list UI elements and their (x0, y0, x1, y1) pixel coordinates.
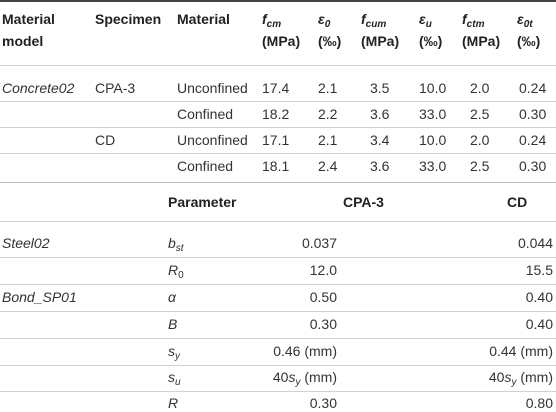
row1-material: Unconfined (177, 80, 248, 96)
header-parameter: Parameter (168, 194, 237, 210)
param-b: B (168, 316, 178, 332)
sy-cpa3: 0.46 (mm) (273, 343, 337, 359)
r-cpa3: 0.30 (309, 395, 337, 411)
row-rule (0, 127, 556, 128)
param-sy: sy (168, 343, 180, 362)
row2-fcum: 3.6 (370, 106, 390, 122)
row2-material: Confined (177, 106, 234, 122)
su-cpa3: 40sy (mm) (272, 369, 337, 388)
row4-fctm: 2.5 (470, 158, 490, 174)
row-rule (0, 101, 556, 102)
param-r0: R0 (168, 262, 184, 281)
row1-eps0: 2.1 (318, 80, 338, 96)
row2-eps0t: 0.30 (519, 106, 547, 122)
row4-fcm: 18.1 (262, 158, 290, 174)
header-material-model-line1: Material (2, 11, 55, 27)
row3-fcm: 17.1 (262, 132, 290, 148)
section-rule (0, 182, 556, 183)
model-bond-sp01: Bond_SP01 (2, 289, 77, 305)
row4-eps0: 2.4 (318, 158, 338, 174)
row1-fcm: 17.4 (262, 80, 290, 96)
header-fcum-unit: (MPa) (361, 33, 400, 49)
r-cd: 0.80 (525, 395, 553, 411)
header-fcm-unit: (MPa) (262, 33, 301, 49)
row4-fcum: 3.6 (370, 158, 390, 174)
param-r: R (168, 395, 179, 411)
row3-fctm: 2.0 (470, 132, 490, 148)
row3-specimen: CD (95, 132, 116, 148)
header-specimen: Specimen (95, 11, 162, 27)
param-su: su (168, 369, 181, 388)
row2-epsu: 33.0 (419, 106, 447, 122)
header-fctm-unit: (MPa) (462, 33, 501, 49)
b-cd: 0.40 (525, 316, 553, 332)
row2-eps0: 2.2 (318, 106, 338, 122)
header-cd: CD (507, 194, 528, 210)
row1-eps0t: 0.24 (519, 80, 547, 96)
model-concrete02: Concrete02 (2, 80, 75, 96)
row2-fcm: 18.2 (262, 106, 290, 122)
header-cpa3: CPA-3 (343, 194, 384, 210)
header-fcum: fcum (361, 11, 387, 30)
row3-epsu: 10.0 (419, 132, 447, 148)
su-cd: 40sy (mm) (488, 369, 553, 388)
row-rule (0, 311, 556, 312)
alpha-cpa3: 0.50 (309, 289, 337, 305)
header-eps0t-unit: (‰) (517, 33, 541, 49)
row1-fctm: 2.0 (470, 80, 490, 96)
header-eps0-unit: (‰) (318, 33, 342, 49)
row-rule (0, 391, 556, 392)
model-steel02: Steel02 (2, 235, 50, 251)
header-rule (0, 221, 556, 222)
header-epsu: εu (419, 11, 432, 30)
top-rule (0, 0, 556, 2)
row3-eps0: 2.1 (318, 132, 338, 148)
row3-fcum: 3.4 (370, 132, 390, 148)
header-material: Material (177, 11, 230, 27)
param-bst: bst (168, 235, 184, 254)
b-cpa3: 0.30 (309, 316, 337, 332)
r0-cd: 15.5 (525, 262, 553, 278)
row-rule (0, 284, 556, 285)
param-alpha: α (168, 289, 176, 305)
alpha-cd: 0.40 (525, 289, 553, 305)
r0-cpa3: 12.0 (309, 262, 337, 278)
header-fctm: fctm (462, 11, 485, 30)
row4-eps0t: 0.30 (519, 158, 547, 174)
row4-material: Confined (177, 158, 234, 174)
row-rule (0, 257, 556, 258)
header-eps0t: ε0t (517, 11, 533, 30)
row1-fcum: 3.5 (370, 80, 390, 96)
row1-specimen: CPA-3 (95, 80, 136, 96)
bst-cd: 0.044 (517, 235, 553, 251)
bst-cpa3: 0.037 (301, 235, 337, 251)
row1-epsu: 10.0 (419, 80, 447, 96)
row3-material: Unconfined (177, 132, 248, 148)
header-eps0: ε0 (318, 11, 331, 30)
row2-fctm: 2.5 (470, 106, 490, 122)
header-material-model-line2: model (2, 33, 44, 49)
row4-epsu: 33.0 (419, 158, 447, 174)
row3-eps0t: 0.24 (519, 132, 547, 148)
header-rule (0, 65, 556, 66)
header-fcm: fcm (262, 11, 282, 30)
header-epsu-unit: (‰) (419, 33, 443, 49)
row-rule (0, 365, 556, 366)
sy-cd: 0.44 (mm) (489, 343, 553, 359)
row-rule (0, 338, 556, 339)
row-rule (0, 153, 556, 154)
